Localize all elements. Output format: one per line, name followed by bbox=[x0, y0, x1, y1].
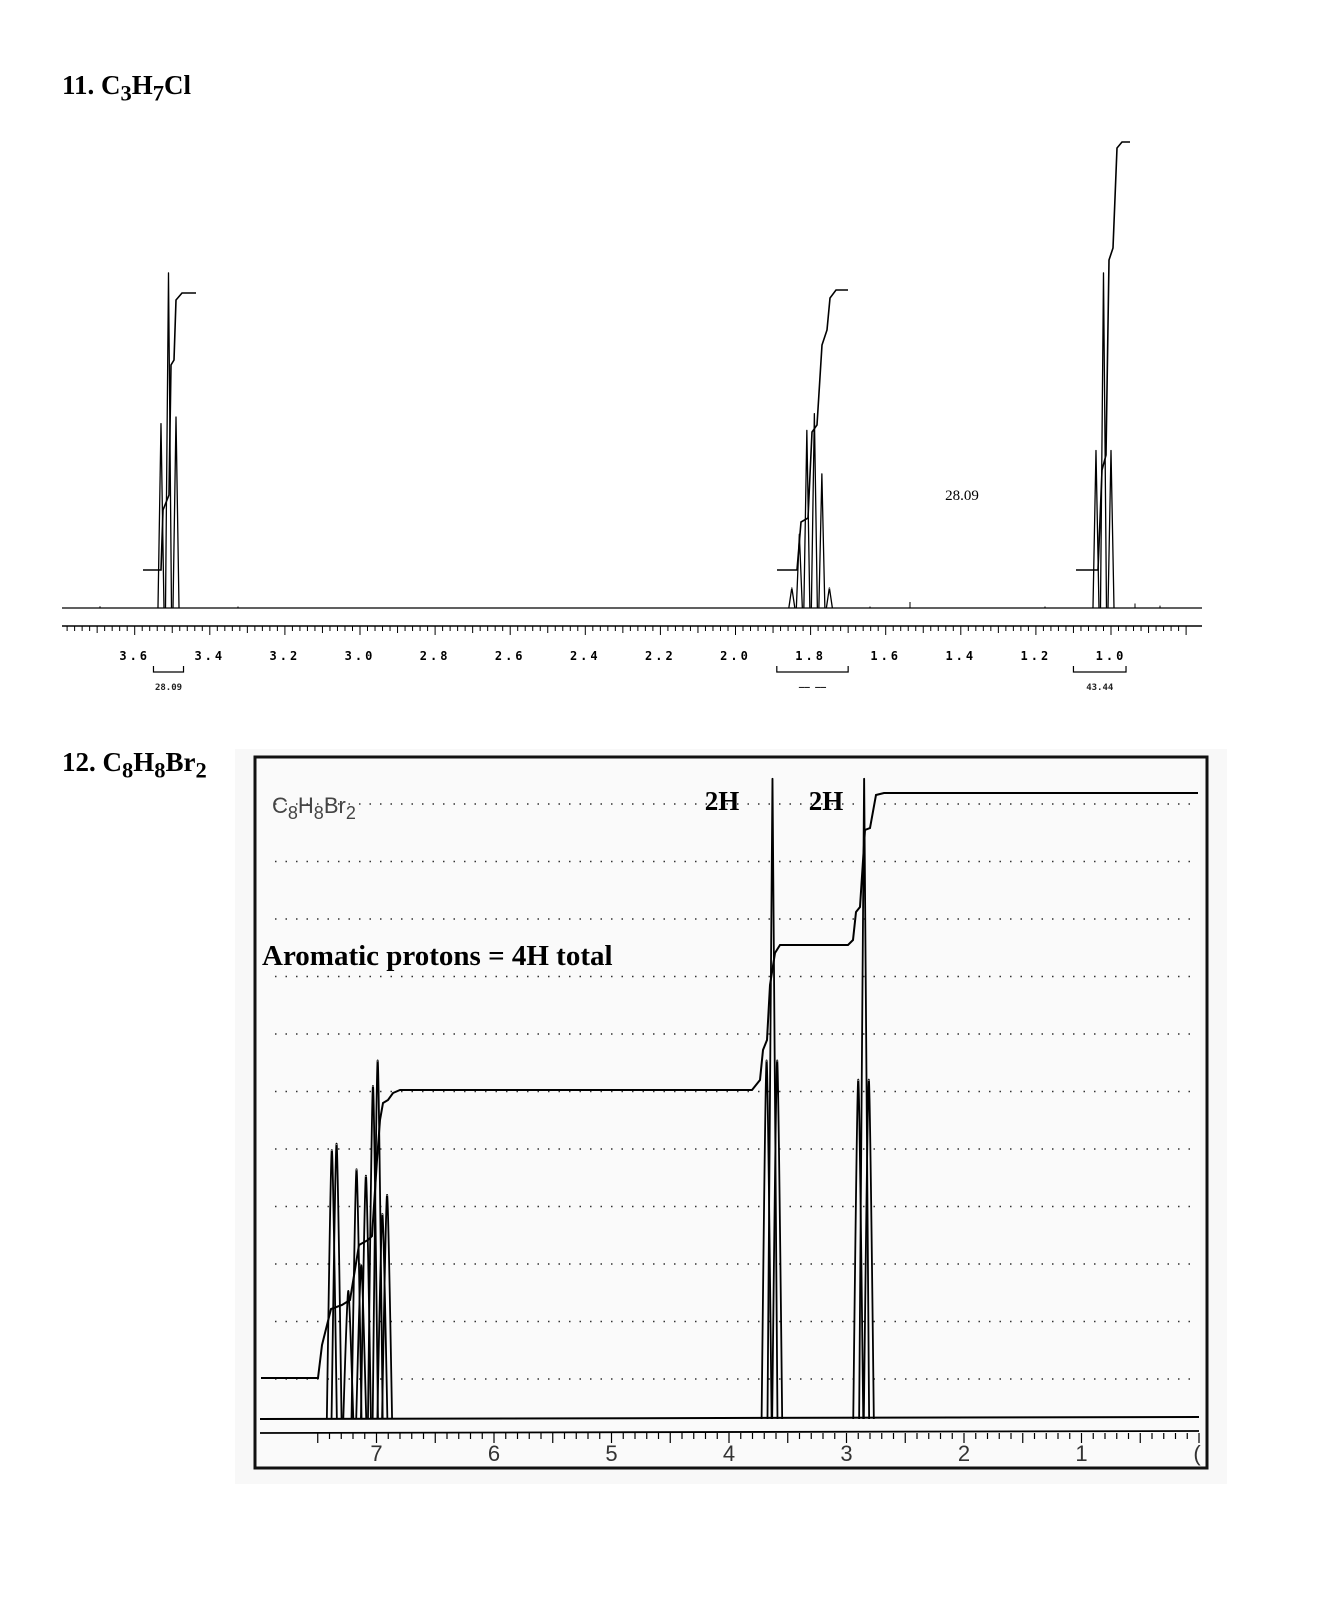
spectrum-formula-label: C8H8Br2 bbox=[272, 793, 356, 823]
tick-label: 2.4 bbox=[570, 649, 601, 663]
tick-label: 7 bbox=[370, 1441, 382, 1466]
peak-line bbox=[788, 587, 796, 609]
peak-line bbox=[355, 1264, 368, 1420]
tick-label: 1.2 bbox=[1021, 649, 1052, 663]
tick-label: 5 bbox=[605, 1441, 617, 1466]
tick-label: 3.4 bbox=[194, 649, 225, 663]
aromatic-annotation: Aromatic protons = 4H total bbox=[262, 940, 613, 972]
integration-bracket bbox=[776, 666, 849, 673]
tick-label: 2.2 bbox=[645, 649, 676, 663]
tick-label: 4 bbox=[723, 1441, 735, 1466]
baseline bbox=[259, 1416, 1200, 1420]
peak-line bbox=[342, 1290, 355, 1420]
integral-annotation-2h-second: 2H bbox=[809, 786, 844, 816]
molecular-formula-12: C8H8Br2 bbox=[102, 747, 207, 783]
peak-line bbox=[1092, 449, 1100, 609]
tick-label: 2.8 bbox=[420, 649, 451, 663]
tick-label: 2.0 bbox=[720, 649, 751, 663]
scale-axis bbox=[259, 1430, 1200, 1434]
problem-12-label: 12. C8H8Br2 bbox=[62, 747, 207, 783]
integration-value: 43.44 bbox=[1086, 683, 1114, 693]
peak-line bbox=[381, 1194, 393, 1420]
integral-value-annotation: 28.09 bbox=[945, 488, 979, 504]
integration-value: 28.09 bbox=[155, 683, 182, 693]
peak-line bbox=[330, 1142, 343, 1420]
tick-label: 3 bbox=[840, 1441, 852, 1466]
nmr-spectrum-1: 28.09 3.6 3.4 3.2 3.0 2.8 2.6 2.4 2.2 2.0 1.8 1.6 1.… bbox=[62, 141, 1202, 693]
integration-value: –– –– bbox=[799, 683, 827, 693]
molecular-formula-11: C3H7Cl bbox=[101, 70, 192, 106]
tick-label: 2.6 bbox=[495, 649, 526, 663]
tick-label: 1.8 bbox=[795, 649, 826, 663]
tick-label: 6 bbox=[488, 1441, 500, 1466]
peak-line bbox=[766, 778, 779, 1420]
integral-curve bbox=[261, 792, 1198, 1379]
tick-label: 3.2 bbox=[270, 649, 301, 663]
tick-label: 3.6 bbox=[119, 649, 150, 663]
tick-label: ( bbox=[1193, 1441, 1201, 1466]
peak-line bbox=[771, 1059, 784, 1420]
tick-label: 1 bbox=[1075, 1441, 1087, 1466]
integration-bracket bbox=[152, 666, 185, 673]
peak-line bbox=[825, 587, 834, 609]
peak-line bbox=[1099, 272, 1108, 609]
peak-line bbox=[1107, 449, 1115, 609]
peak-line bbox=[862, 1078, 875, 1420]
integral-curve-1 bbox=[143, 292, 196, 571]
peak-line bbox=[172, 416, 180, 609]
tick-label: 1.4 bbox=[945, 649, 976, 663]
tick-label: 3.0 bbox=[345, 649, 376, 663]
tick-label: 2 bbox=[958, 1441, 970, 1466]
peak-line bbox=[818, 473, 826, 609]
tick-label: 1.6 bbox=[870, 649, 901, 663]
problem-11-label: 11. C3H7Cl bbox=[62, 70, 192, 106]
peak-line bbox=[371, 1059, 384, 1420]
peak-line bbox=[858, 778, 871, 1420]
tick-label: 1.0 bbox=[1096, 649, 1127, 663]
integral-annotation-2h-first: 2H bbox=[705, 786, 740, 816]
integral-curve-2 bbox=[777, 289, 848, 571]
plot-frame bbox=[253, 755, 1209, 1470]
peak-line bbox=[325, 1149, 338, 1420]
peak-line bbox=[810, 413, 819, 609]
integral-curve-3 bbox=[1076, 141, 1130, 571]
integration-bracket bbox=[1072, 666, 1127, 673]
peak-line bbox=[376, 1213, 389, 1420]
